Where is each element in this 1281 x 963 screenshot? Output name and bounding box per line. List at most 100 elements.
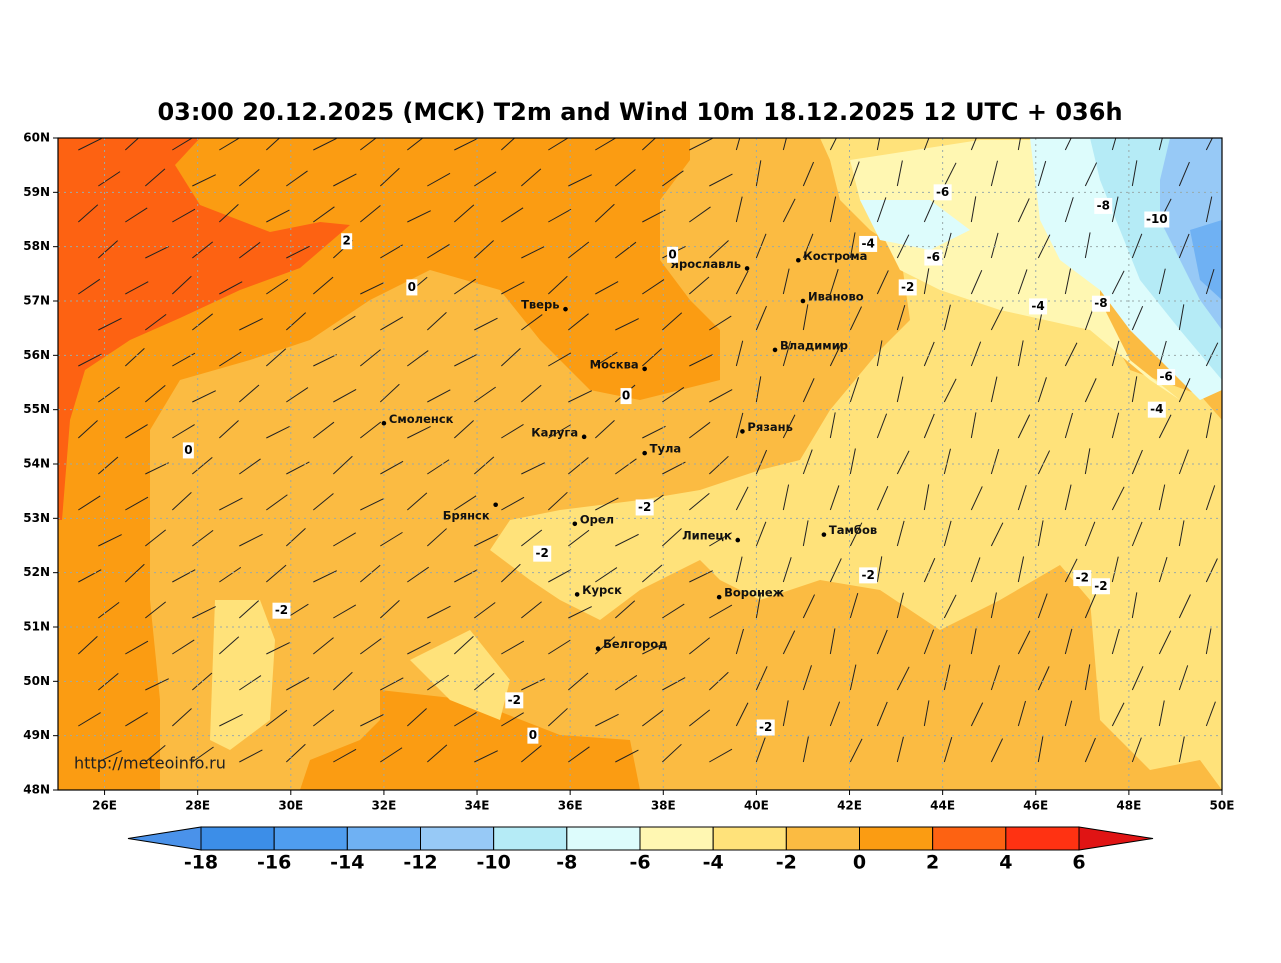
wind-barb <box>1226 232 1231 258</box>
wind-barb <box>802 520 809 547</box>
wind-barb <box>923 629 935 655</box>
city-dot <box>735 537 741 543</box>
wind-barb <box>454 138 478 151</box>
city-label: Москва <box>590 357 639 371</box>
wind-barb <box>615 533 639 547</box>
wind-barb <box>876 197 887 223</box>
wind-barb <box>407 641 431 655</box>
colorbar-swatch <box>1005 826 1080 851</box>
wind-barb <box>501 423 524 439</box>
wind-barb <box>145 168 166 187</box>
wind-barb <box>1178 378 1191 403</box>
wind-barb <box>782 198 796 223</box>
wind-barb <box>1084 448 1091 475</box>
wind-barb <box>709 389 733 403</box>
y-tick-label: 48N <box>23 783 50 797</box>
contour-label: -4 <box>861 236 874 250</box>
wind-barb <box>266 348 287 367</box>
contour-label-bg <box>924 249 943 266</box>
city-label: Рязань <box>747 420 792 434</box>
wind-barb <box>172 138 194 151</box>
wind-barb <box>266 494 288 511</box>
wind-barb <box>1158 138 1163 151</box>
contour-label: 0 <box>668 247 676 261</box>
wind-barb <box>380 316 404 331</box>
wind-barb <box>689 637 710 655</box>
wind-barb <box>219 281 243 295</box>
wind-barb <box>219 636 240 655</box>
wind-barb <box>615 675 638 691</box>
wind-barb <box>849 522 863 547</box>
wind-barb <box>474 317 498 331</box>
wind-barb <box>124 347 145 367</box>
wind-barb <box>218 420 239 439</box>
wind-barb <box>735 196 743 223</box>
wind-barb <box>219 351 242 367</box>
wind-barb <box>1084 737 1096 763</box>
wind-barb <box>239 458 261 475</box>
wind-barb <box>333 748 357 763</box>
wind-barb <box>285 528 306 547</box>
wind-barb <box>145 678 169 691</box>
wind-barb <box>1178 665 1189 691</box>
wind-barb <box>755 160 762 187</box>
x-tick-label: 30E <box>278 799 303 813</box>
colorbar-label: -12 <box>403 852 437 874</box>
city-label: Курск <box>582 583 622 597</box>
wind-barb <box>1111 486 1125 511</box>
wind-barb <box>782 138 787 151</box>
wind-barb <box>171 491 192 511</box>
wind-barb <box>124 138 140 151</box>
contour-label: -2 <box>508 693 521 707</box>
contour-label-bg <box>527 727 539 744</box>
temp-region <box>58 138 350 520</box>
wind-barb <box>266 709 288 727</box>
wind-barb <box>709 604 733 619</box>
wind-barb <box>192 174 216 187</box>
wind-barb <box>125 424 148 439</box>
y-tick-label: 57N <box>23 294 50 308</box>
wind-barb <box>453 420 474 439</box>
contour-label: 0 <box>184 443 192 457</box>
wind-barb <box>1158 700 1165 727</box>
y-tick-label: 55N <box>23 402 50 416</box>
wind-barb <box>1084 664 1091 691</box>
y-tick-label: 52N <box>23 565 50 579</box>
wind-barb <box>615 600 636 619</box>
x-tick-label: 38E <box>651 799 676 813</box>
wind-barb <box>970 486 983 511</box>
wind-barb <box>594 636 616 655</box>
wind-barb <box>755 449 768 475</box>
wind-barb <box>1017 340 1024 367</box>
wind-barb <box>642 564 663 583</box>
wind-barb <box>313 354 337 367</box>
wind-barb <box>407 426 431 439</box>
wind-barb <box>829 269 839 295</box>
wind-barb <box>454 353 478 367</box>
source-url: http://meteoinfo.ru <box>74 754 226 773</box>
wind-barb <box>802 378 815 403</box>
wind-barb <box>313 206 335 223</box>
contour-label-bg <box>1157 369 1176 386</box>
wind-barb <box>333 315 356 331</box>
wind-barb <box>427 243 450 259</box>
colorbar-label: 2 <box>926 852 939 874</box>
contour-label: -2 <box>638 500 651 514</box>
wind-barb <box>192 313 213 331</box>
x-tick-label: 28E <box>185 799 210 813</box>
contour-label-bg <box>933 184 952 201</box>
wind-barb <box>218 203 239 223</box>
wind-barb <box>98 534 122 547</box>
wind-barb <box>360 138 377 151</box>
wind-barb <box>548 352 572 367</box>
wind-barb <box>98 456 119 475</box>
wind-barb <box>1111 628 1120 655</box>
wind-barb <box>145 246 169 259</box>
wind-barb <box>521 678 545 691</box>
wind-barb <box>77 635 98 655</box>
wind-barb <box>595 138 617 151</box>
plot-frame <box>57 137 1223 791</box>
wind-barb <box>548 639 571 655</box>
wind-barb <box>1131 737 1142 763</box>
wind-barb <box>239 318 263 331</box>
